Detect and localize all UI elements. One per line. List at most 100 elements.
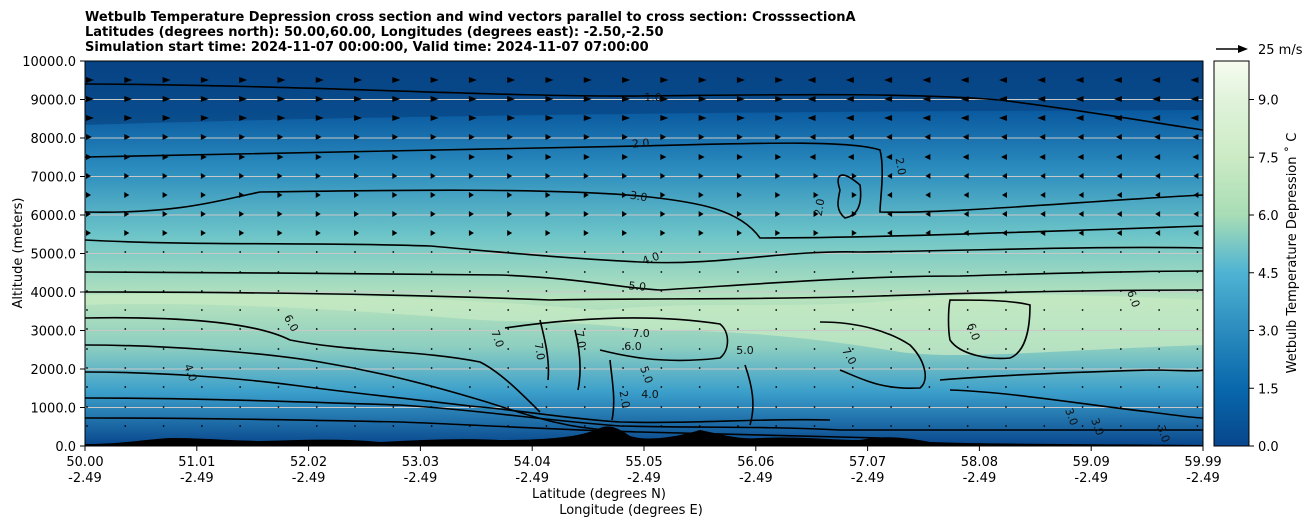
wind-vector [200,367,203,369]
wind-vector [737,348,739,350]
wind-vector [430,134,437,140]
wind-vector [507,425,510,427]
wind-vector [239,271,242,273]
wind-vector [698,211,704,217]
wind-vector [660,290,663,292]
wind-vector [583,271,586,273]
wind-vector [124,271,127,273]
wind-vector [277,406,280,408]
wind-vector [86,406,88,408]
contour-label: 6.0 [624,340,642,353]
wind-vector [966,309,969,311]
wind-vector [469,309,471,311]
wind-vector [1196,251,1199,253]
x-tick-label-lat: 58.08 [961,455,998,470]
wind-vector [851,290,854,292]
wind-vector [887,173,893,179]
wind-vector [315,309,318,311]
wind-vector [698,230,704,236]
wind-vector [1078,192,1084,198]
wind-vector [1005,406,1007,408]
wind-vector [545,251,548,253]
wind-vector [392,134,399,140]
wind-vector [963,211,969,217]
y-tick-label: 6000.0 [31,209,77,224]
wind-vector [86,309,88,311]
wind-vector [622,77,631,83]
wind-vector [925,192,931,198]
wind-vector [1158,251,1161,253]
wind-vector [925,173,931,179]
colorbar-tick-label: 6.0 [1258,209,1279,224]
wind-vector [545,386,548,388]
wind-vector [239,367,242,369]
contour-label: 6.0 [964,321,982,342]
x-tick-label-lon: -2.49 [963,471,997,486]
wind-vector [124,406,127,408]
wind-vector [507,309,510,311]
wind-vector [775,154,782,160]
wind-vector [1005,328,1007,330]
wind-vector [354,271,356,273]
wind-vector [1196,386,1199,388]
wind-vector [124,251,127,253]
contour-line-10 [85,344,611,431]
x-tick-label-lon: -2.49 [404,471,438,486]
wind-vector [1005,425,1007,427]
wind-vector [239,134,246,140]
title-line-2: Latitudes (degrees north): 50.00,60.00, … [85,25,664,40]
wind-vector [1040,230,1046,236]
wind-vector [315,134,322,140]
wind-vector [962,134,969,140]
wind-vector [468,230,474,236]
contour-line-12 [85,371,831,424]
wind-vector [545,367,548,369]
wind-vector [239,425,242,427]
wind-vector [1081,348,1084,350]
wind-vector [736,115,745,121]
colorbar-gradient [1213,60,1250,447]
wind-vector [813,367,816,369]
wind-vector [200,154,207,160]
wind-vector [660,309,663,311]
wind-vector [239,328,242,330]
wind-vector [1196,309,1199,311]
wind-vector [162,406,165,408]
contour-label: 4.0 [181,362,199,383]
x-tick-label-lat: 56.06 [737,455,774,470]
wind-vector [890,271,892,273]
wind-vector [622,211,628,217]
wind-vector [315,271,318,273]
wind-vector [737,386,739,388]
wind-vector [1193,192,1199,198]
wind-vector [239,77,248,83]
wind-vector [928,271,931,273]
wind-vector [924,134,931,140]
wind-vector [851,386,854,388]
wind-vector [200,77,209,83]
wind-vector [775,251,778,253]
wind-vector [925,230,931,236]
wind-vector [277,173,283,179]
wind-vector [162,425,165,427]
contour-line-6 [85,289,1203,301]
contour-label: 3.0 [1088,416,1106,437]
wind-vector [737,271,739,273]
wind-vector [86,192,91,198]
wind-vector [430,348,433,350]
wind-vector [1113,77,1122,83]
wind-vector [775,348,778,350]
wind-vector [1043,386,1046,388]
wind-vector [583,77,592,83]
wind-vector [277,348,280,350]
wind-vector [960,115,969,121]
wind-vector [277,309,280,311]
wind-vector [430,386,433,388]
wind-vector [162,328,165,330]
title-line-3: Simulation start time: 2024-11-07 00:00:… [85,40,649,55]
terrain [85,426,1203,446]
wind-vector [583,251,586,253]
wind-vector [468,134,475,140]
wind-vector [469,348,471,350]
wind-vector [1043,367,1046,369]
